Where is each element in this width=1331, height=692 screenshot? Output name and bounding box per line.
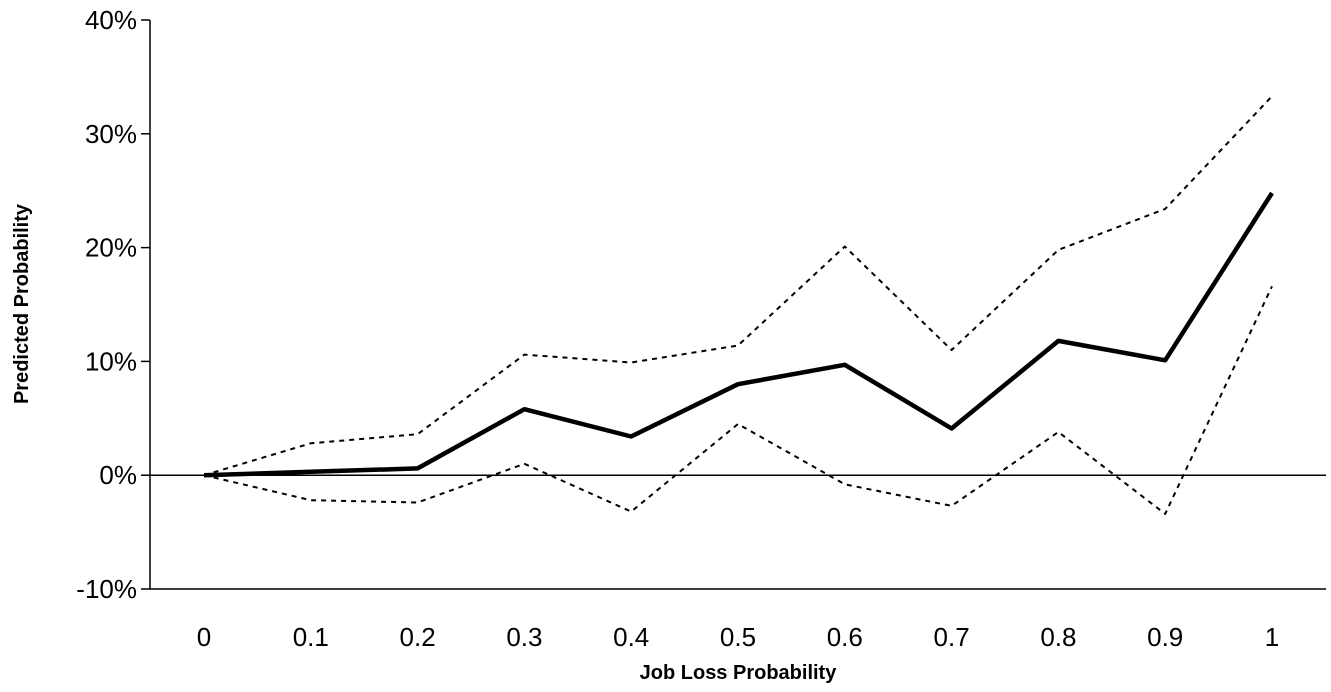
y-tick-label: 30%: [85, 119, 137, 149]
x-tick-label: 0.3: [506, 622, 542, 652]
x-axis-title: Job Loss Probability: [640, 662, 838, 684]
plot-area: -10% 0% 10% 20% 30% 40% 0 0.1 0.2 0.3 0.4 0.5 0.6 0.…: [76, 5, 1326, 652]
x-tick-label: 0: [197, 622, 211, 652]
x-axis-ticks: 0 0.1 0.2 0.3 0.4 0.5 0.6 0.7 0.8 0.9 1: [197, 622, 1279, 652]
y-tick-label: 0%: [99, 460, 137, 490]
dotted-series-line-2: [203, 285, 1273, 515]
y-tick-label: 20%: [85, 233, 137, 263]
x-tick-label: 0.4: [613, 622, 649, 652]
dotted-series-line-1: [203, 95, 1273, 477]
x-tick-label: 0.8: [1040, 622, 1076, 652]
x-tick-label: 0.5: [720, 622, 756, 652]
y-tick-label: 40%: [85, 5, 137, 35]
y-tick-label: 10%: [85, 346, 137, 376]
y-axis-ticks: -10% 0% 10% 20% 30% 40%: [76, 5, 150, 604]
x-tick-label: 0.2: [400, 622, 436, 652]
y-tick-label: -10%: [76, 574, 137, 604]
solid-series-line: [203, 191, 1274, 478]
series-layer: [203, 95, 1274, 515]
y-axis-title: Predicted Probability: [11, 203, 33, 404]
x-tick-label: 0.7: [934, 622, 970, 652]
x-tick-label: 0.1: [293, 622, 329, 652]
x-tick-label: 0.6: [827, 622, 863, 652]
x-tick-label: 1: [1265, 622, 1279, 652]
x-tick-label: 0.9: [1147, 622, 1183, 652]
